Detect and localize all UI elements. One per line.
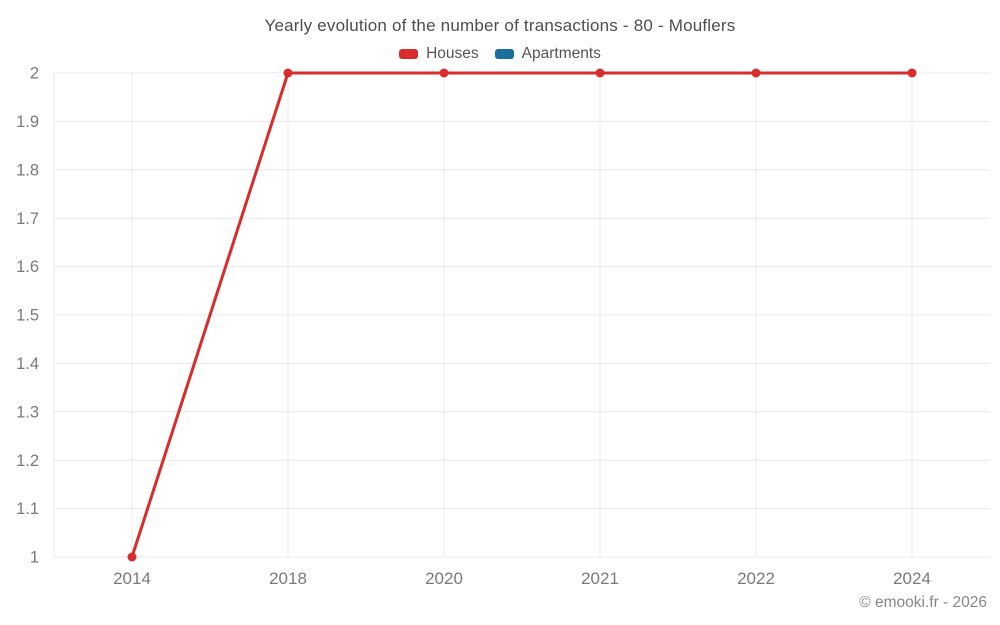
y-axis-tick-label: 1 xyxy=(30,549,39,567)
axis-labels-layer: 1 1.1 1.2 1.3 1.4 1.5 1.6 1.7 1.8 1.9 2 2014 2018 202… xyxy=(16,65,931,588)
chart-title: Yearly evolution of the number of transa… xyxy=(264,16,736,35)
y-axis-tick-label: 1.8 xyxy=(16,161,39,179)
legend-label-apartments: Apartments xyxy=(521,45,601,62)
y-axis-tick-label: 1.5 xyxy=(16,307,39,325)
y-axis-tick-label: 1.7 xyxy=(16,210,39,228)
legend-item-houses[interactable]: Houses xyxy=(399,45,479,63)
houses-data-point[interactable] xyxy=(751,68,761,78)
houses-data-point[interactable] xyxy=(907,68,917,78)
x-axis-tick-label: 2024 xyxy=(893,569,931,588)
x-axis-tick-label: 2020 xyxy=(425,569,463,588)
houses-data-point[interactable] xyxy=(439,68,449,78)
x-axis-tick-label: 2018 xyxy=(269,569,307,588)
houses-data-point[interactable] xyxy=(127,552,137,562)
y-axis-tick-label: 1.9 xyxy=(16,113,39,131)
copyright-watermark: © emooki.fr - 2026 xyxy=(859,594,987,611)
y-axis-tick-label: 1.4 xyxy=(16,355,39,373)
series-layer xyxy=(127,68,917,562)
y-axis-tick-label: 1.3 xyxy=(16,403,39,421)
x-axis-tick-label: 2022 xyxy=(737,569,775,588)
houses-data-point[interactable] xyxy=(283,68,293,78)
apartments-series-swatch-icon xyxy=(494,49,514,59)
x-axis-tick-label: 2014 xyxy=(113,569,151,588)
legend: Houses Apartments xyxy=(0,45,1000,63)
houses-series-swatch-icon xyxy=(399,49,419,59)
legend-item-apartments[interactable]: Apartments xyxy=(494,45,601,63)
y-axis-tick-label: 2 xyxy=(30,65,39,83)
legend-label-houses: Houses xyxy=(426,45,479,62)
y-axis-tick-label: 1.2 xyxy=(16,452,39,470)
y-axis-tick-label: 1.6 xyxy=(16,258,39,276)
y-axis-tick-label: 1.1 xyxy=(16,500,39,518)
gridlines-layer xyxy=(53,72,990,558)
houses-data-point[interactable] xyxy=(595,68,605,78)
x-axis-tick-label: 2021 xyxy=(581,569,619,588)
houses-series-line xyxy=(130,71,914,559)
